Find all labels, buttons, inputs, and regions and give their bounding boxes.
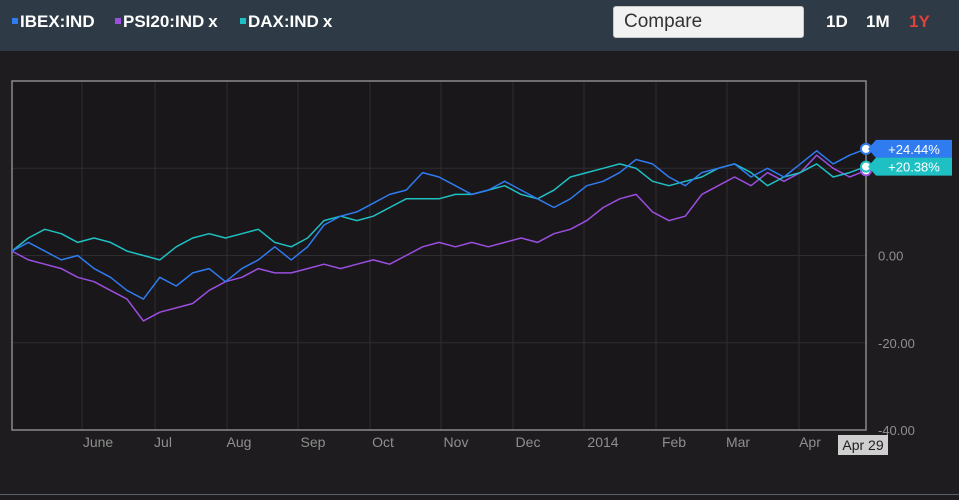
legend-item-dax[interactable]: DAX:IND x <box>240 12 332 32</box>
y-tick-label: -40.00 <box>878 423 915 438</box>
x-tick-label: Jul <box>154 434 172 450</box>
x-tick-label: Sep <box>301 434 326 450</box>
legend-label-dax: DAX:IND <box>248 12 319 31</box>
ibex-color-swatch <box>12 18 18 24</box>
x-tick-label: Aug <box>227 434 252 450</box>
end-date-badge <box>838 435 888 455</box>
end-date-label: Apr 29 <box>842 437 883 453</box>
range-1m-button[interactable]: 1M <box>866 12 890 31</box>
psi20-color-swatch <box>115 18 121 24</box>
x-tick-label: Mar <box>726 434 750 450</box>
legend-label-psi20: PSI20:IND <box>123 12 205 31</box>
x-tick-label: Feb <box>662 434 686 450</box>
x-tick-label: Oct <box>372 434 394 450</box>
remove-dax-button[interactable]: x <box>322 12 333 31</box>
section-divider <box>0 494 959 495</box>
series-end-badge-ibex: +24.44% <box>868 139 952 158</box>
compare-input[interactable] <box>613 6 804 38</box>
legend-item-psi20[interactable]: PSI20:IND x <box>115 12 218 32</box>
series-line-psi20 <box>11 154 867 322</box>
y-tick-label: 0.00 <box>878 249 903 264</box>
dax-color-swatch <box>240 18 246 24</box>
plot-border <box>11 80 867 431</box>
range-1d-button[interactable]: 1D <box>826 12 848 31</box>
line-chart: 0.00 -20.00 -40.00 June Jul Aug Sep Oct Nov Dec 20… <box>11 80 952 455</box>
remove-psi20-button[interactable]: x <box>208 12 218 31</box>
series-line-ibex <box>11 148 867 300</box>
svg-text:+24.44%: +24.44% <box>888 142 940 157</box>
x-tick-label: June <box>83 434 114 450</box>
x-tick-label: Nov <box>444 434 469 450</box>
y-tick-label: -20.00 <box>878 336 915 351</box>
legend-item-ibex[interactable]: IBEX:IND <box>12 12 95 32</box>
legend-label-ibex: IBEX:IND <box>20 12 95 31</box>
x-tick-label: Apr <box>799 434 821 450</box>
x-tick-label: Dec <box>516 434 541 450</box>
svg-text:+20.38%: +20.38% <box>888 160 940 175</box>
range-1y-button[interactable]: 1Y <box>909 12 930 31</box>
x-tick-label: 2014 <box>587 434 618 450</box>
series-end-badge-dax: +20.38% <box>868 157 952 176</box>
